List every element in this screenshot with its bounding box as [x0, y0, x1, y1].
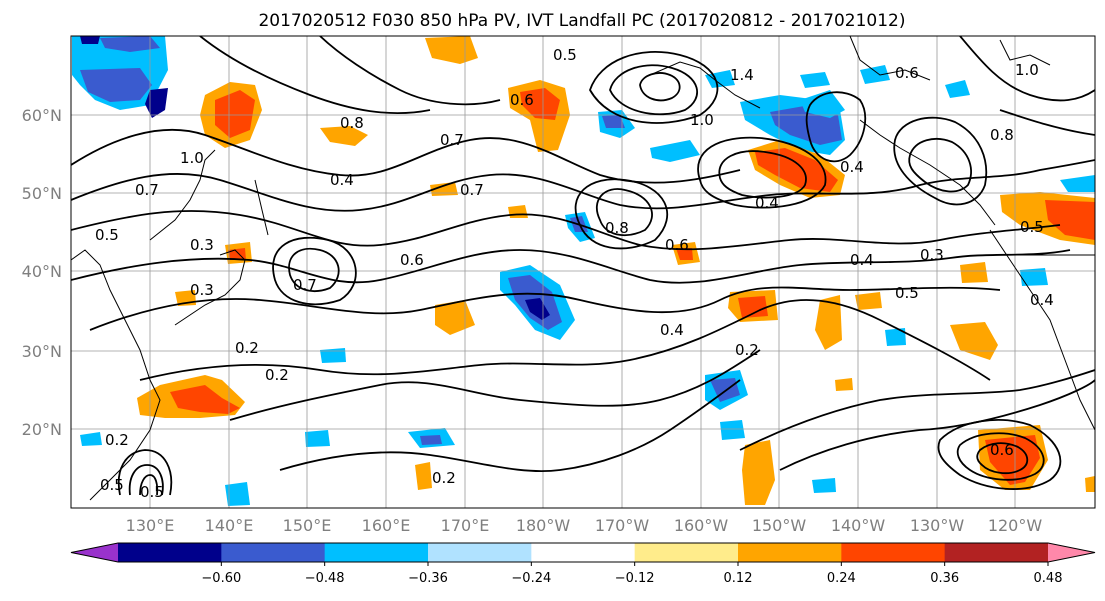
contour-label: 0.6	[990, 441, 1014, 459]
lon-label: 160°W	[674, 516, 729, 535]
lon-label: 170°W	[595, 516, 650, 535]
colorbar-tick-label: −0.24	[511, 571, 551, 586]
colorbar-swatch	[738, 543, 842, 562]
colorbar-tick-label: 0.12	[724, 571, 753, 586]
contour-label: 0.5	[100, 476, 124, 494]
contour-label: 0.2	[265, 366, 289, 384]
colorbar-extend-min	[71, 543, 118, 562]
contour-label: 0.3	[920, 246, 944, 264]
contour-label: 0.5	[895, 284, 919, 302]
contour-label: 0.8	[990, 126, 1014, 144]
colorbar-tick-label: −0.36	[408, 571, 448, 586]
colorbar-outline	[70, 542, 1096, 563]
contour-label: 0.6	[510, 91, 534, 109]
contour-label: 0.4	[850, 251, 874, 269]
lat-label: 40°N	[22, 262, 62, 281]
contour-label: 0.2	[105, 431, 129, 449]
colorbar-swatch	[221, 543, 326, 562]
lon-label: 170°E	[441, 516, 490, 535]
lon-label: 150°E	[283, 516, 332, 535]
colorbar-tick-label: 0.36	[930, 571, 959, 586]
contour-label: 0.6	[665, 236, 689, 254]
colorbar-swatch	[324, 543, 429, 562]
lon-label: 150°W	[752, 516, 807, 535]
contour-label: 0.7	[440, 131, 464, 149]
map-title: 2017020512 F030 850 hPa PV, IVT Landfall…	[258, 11, 905, 31]
contour-label: 0.4	[840, 158, 864, 176]
contour-label: 0.2	[235, 339, 259, 357]
contour-label: 0.8	[340, 114, 364, 132]
contour-label: 0.8	[605, 219, 629, 237]
contour-label: 0.2	[432, 469, 456, 487]
graticule	[71, 36, 1095, 508]
map-frame	[70, 35, 1096, 509]
lon-label: 140°E	[205, 516, 254, 535]
lon-label: 180°W	[516, 516, 571, 535]
lon-label: 140°W	[831, 516, 886, 535]
contour-label: 0.5	[1020, 218, 1044, 236]
contour-label: 0.5	[140, 483, 164, 501]
contour-label: 0.7	[135, 181, 159, 199]
colorbar-swatch	[428, 543, 532, 562]
colorbar-tick-label: 0.48	[1034, 571, 1063, 586]
contour-label: 0.7	[293, 276, 317, 294]
coastlines	[71, 36, 1095, 501]
colorbar-swatch	[944, 543, 1049, 562]
contour-label: 0.6	[400, 251, 424, 269]
longitude-labels: 130°E 140°E 150°E 160°E 170°E 180°W 170°…	[126, 516, 1043, 535]
contour-label: 0.4	[1030, 291, 1054, 309]
latitude-labels: 60°N 50°N 40°N 30°N 20°N	[22, 106, 62, 439]
lon-label: 160°E	[362, 516, 411, 535]
contour-label: 1.4	[730, 66, 754, 84]
colorbar-swatch	[531, 543, 636, 562]
contour-label: 0.5	[553, 46, 577, 64]
contour-label: 1.0	[690, 111, 714, 129]
lat-label: 50°N	[22, 184, 62, 203]
contour-label: 0.7	[460, 181, 484, 199]
colorbar: −0.60 −0.48 −0.36 −0.24 −0.12 0.12 0.24 0.36 0.4…	[70, 542, 1096, 586]
contour-label: 0.6	[895, 64, 919, 82]
colorbar-swatch	[118, 543, 222, 562]
contour-label: 1.0	[1015, 61, 1039, 79]
contour-label: 1.0	[180, 149, 204, 167]
colorbar-tick-label: −0.48	[305, 571, 345, 586]
contour-label: 0.4	[755, 194, 779, 212]
contour-label: 0.3	[190, 236, 214, 254]
contour-label: 0.4	[330, 171, 354, 189]
contour-labels: 0.7 0.8 1.0 0.6 0.5 0.4 0.3 0.2 0.2 0.2 …	[95, 46, 1054, 501]
contour-label: 0.5	[95, 226, 119, 244]
colorbar-swatch	[634, 543, 739, 562]
contour-label: 0.3	[190, 281, 214, 299]
lat-label: 20°N	[22, 420, 62, 439]
lat-label: 30°N	[22, 342, 62, 361]
map-panel: 0.7 0.8 1.0 0.6 0.5 0.4 0.3 0.2 0.2 0.2 …	[70, 35, 1096, 509]
colorbar-tick-label: 0.24	[827, 571, 856, 586]
contour-label: 0.2	[735, 341, 759, 359]
contour-label: 0.4	[660, 321, 684, 339]
colorbar-tick-label: −0.60	[201, 571, 241, 586]
lon-label: 130°W	[910, 516, 965, 535]
lat-label: 60°N	[22, 106, 62, 125]
lon-label: 130°E	[126, 516, 175, 535]
pv-anomaly-fills	[72, 36, 1095, 506]
colorbar-tick-label: −0.12	[615, 571, 655, 586]
colorbar-extend-max	[1048, 543, 1095, 562]
lon-label: 120°W	[988, 516, 1043, 535]
pv-contours	[71, 36, 1095, 496]
colorbar-swatch	[841, 543, 946, 562]
